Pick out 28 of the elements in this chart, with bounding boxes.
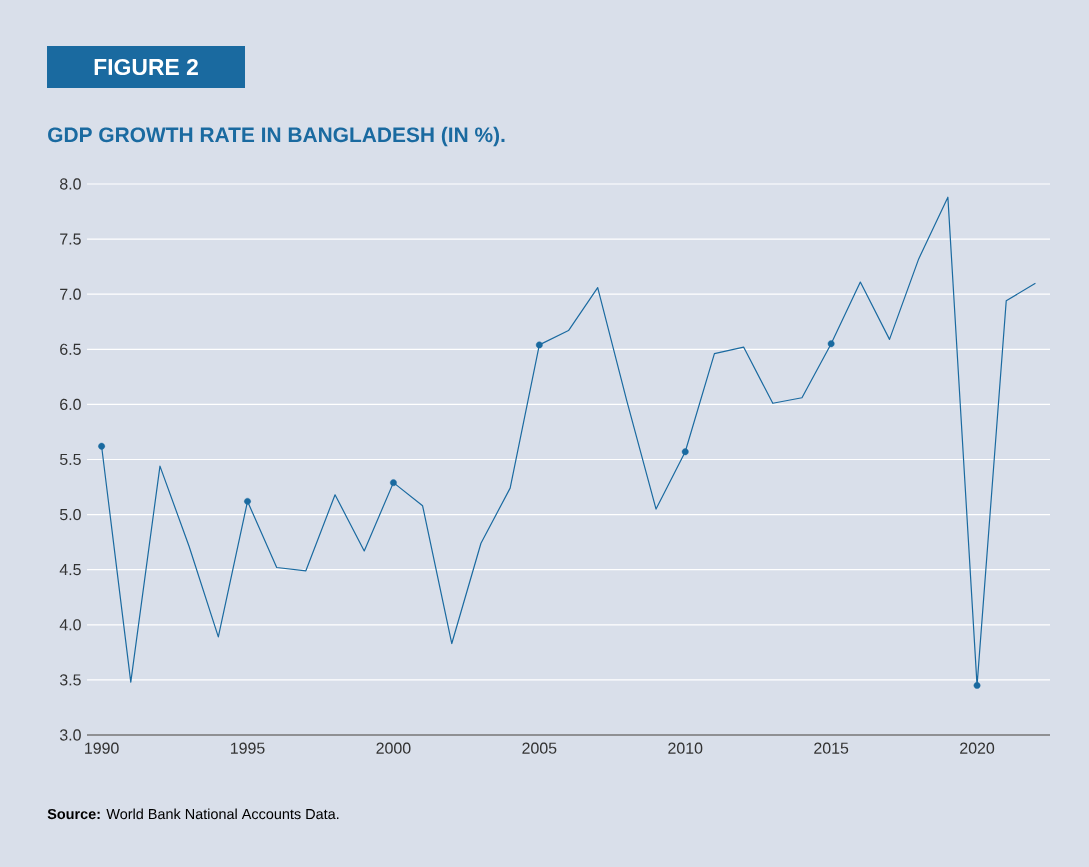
x-tick-label: 2020 [960, 742, 995, 754]
y-tick-label: 6.5 [60, 343, 81, 355]
point [973, 682, 981, 689]
y-tick-label: 3.5 [59, 674, 81, 686]
x-tick-label: 1995 [231, 742, 265, 754]
y-tick-label: 4.0 [59, 619, 81, 631]
x-tick-label: 1990 [85, 742, 119, 754]
point [244, 497, 251, 505]
x-tick-label: 2005 [522, 742, 557, 754]
x-tick-label: 2010 [668, 742, 703, 754]
y-tick-label: 8.0 [60, 178, 81, 190]
y-tick-label: 5.5 [59, 453, 81, 466]
y-tick-label: 6.0 [60, 398, 81, 411]
point [390, 479, 397, 487]
x-tick-label: 2015 [814, 742, 849, 754]
y-tick-label: 7.5 [60, 233, 81, 245]
y-tick-label: 7.0 [60, 288, 81, 300]
y-tick-label: 5.0 [59, 508, 81, 521]
y-tick-label: 4.5 [59, 564, 81, 576]
chart-title: GDP GROWTH RATE IN BANGLADESH (IN %). [48, 126, 505, 147]
x-tick-label: 2000 [376, 742, 411, 754]
point [98, 442, 105, 450]
y-tick-label: 3.0 [59, 729, 81, 741]
point [827, 340, 835, 348]
caption: FIGURE 2 [94, 58, 198, 76]
point [681, 448, 689, 456]
point [535, 341, 543, 349]
text: Source: World Bank National Accounts Data. [47, 808, 339, 820]
